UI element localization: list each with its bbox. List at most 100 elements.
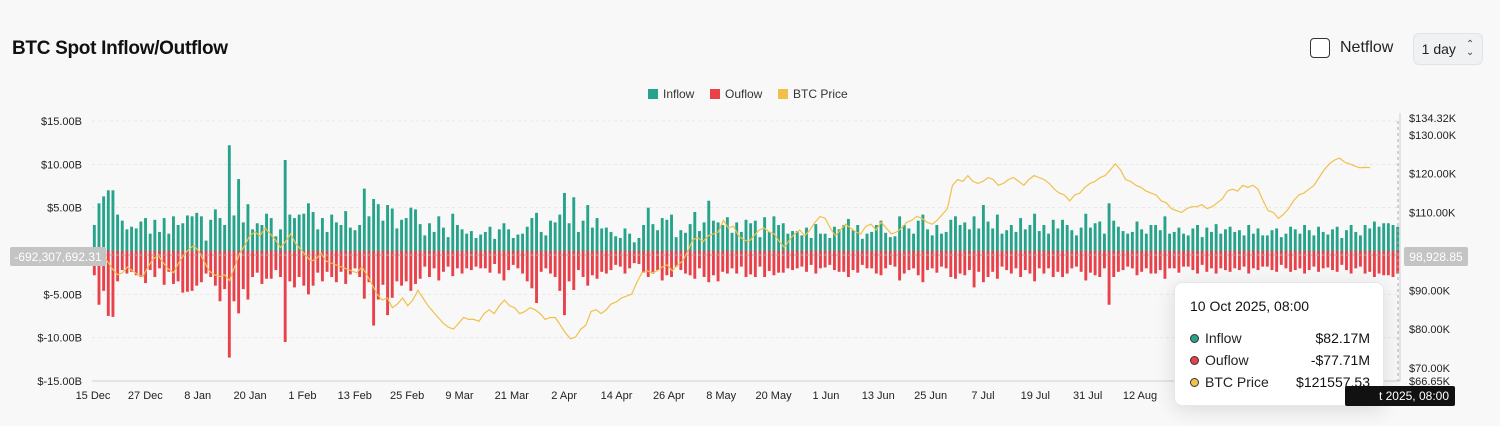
x-tick-label: 8 Jan <box>184 390 211 402</box>
outflow-bar <box>1317 251 1320 272</box>
inflow-bar <box>414 209 417 251</box>
outflow-bar <box>1019 251 1023 277</box>
inflow-bar <box>1354 231 1358 251</box>
outflow-bar <box>148 251 152 271</box>
outflow-bar <box>348 251 352 275</box>
legend-swatch <box>778 89 788 99</box>
outflow-bar <box>539 251 543 272</box>
netflow-toggle[interactable]: Netflow <box>1310 38 1393 58</box>
outflow-bar <box>265 251 268 279</box>
inflow-bar <box>1177 227 1181 251</box>
inflow-bar <box>1303 225 1307 251</box>
outflow-bar <box>1051 251 1055 277</box>
outflow-bar <box>1256 251 1260 271</box>
outflow-bar <box>167 251 171 272</box>
inflow-bar <box>544 235 548 251</box>
inflow-bar <box>460 229 464 251</box>
outflow-bar <box>181 251 185 293</box>
outflow-bar <box>1102 251 1106 269</box>
outflow-bar <box>1000 251 1004 267</box>
netflow-checkbox[interactable] <box>1310 38 1330 58</box>
inflow-bar <box>1382 223 1386 251</box>
outflow-bar <box>921 251 925 283</box>
inflow-bar <box>837 229 841 251</box>
inflow-bar <box>441 227 445 251</box>
outflow-bar <box>199 251 203 283</box>
outflow-bar <box>1242 251 1246 267</box>
inflow-bar <box>227 145 231 251</box>
inflow-bar <box>670 214 673 251</box>
inflow-bar <box>474 238 478 251</box>
outflow-bar <box>600 251 604 272</box>
inflow-bar <box>311 212 315 251</box>
inflow-bar <box>437 216 441 251</box>
outflow-bar <box>162 251 166 285</box>
outflow-bar <box>465 251 469 269</box>
outflow-bar <box>1075 251 1078 267</box>
outflow-bar <box>795 251 799 269</box>
inflow-bar <box>972 216 976 251</box>
inflow-bar <box>977 228 981 251</box>
inflow-bar <box>158 231 161 251</box>
outflow-bar <box>767 251 771 271</box>
inflow-bar <box>1168 233 1172 251</box>
inflow-bar <box>665 219 669 251</box>
inflow-bar <box>297 214 301 251</box>
outflow-bar <box>637 251 641 264</box>
outflow-bar <box>469 251 473 271</box>
inflow-bar <box>805 227 808 251</box>
inflow-bar <box>1084 213 1088 251</box>
legend-label: Inflow <box>663 87 695 101</box>
inflow-bar <box>106 190 110 251</box>
inflow-bar <box>325 231 329 251</box>
inflow-bar <box>1191 228 1195 251</box>
inflow-bar <box>949 219 953 251</box>
price-dot-icon <box>1190 377 1199 387</box>
inflow-bar <box>851 230 855 251</box>
inflow-bar <box>185 215 189 251</box>
outflow-bar <box>618 251 622 267</box>
outflow-bar <box>856 251 860 273</box>
inflow-bar <box>660 218 664 251</box>
outflow-bar <box>1023 251 1027 271</box>
outflow-bar <box>511 251 515 265</box>
inflow-bar <box>455 225 459 251</box>
outflow-bar <box>1112 251 1116 277</box>
period-select[interactable]: 1 day ⌃ ⌄ <box>1413 33 1483 65</box>
inflow-bar <box>646 207 650 251</box>
outflow-bar <box>390 251 394 298</box>
inflow-bar <box>241 222 245 251</box>
x-tick-label: 21 Mar <box>495 390 530 402</box>
outflow-bar <box>1261 251 1265 267</box>
inflow-bar <box>488 226 492 251</box>
outflow-bar <box>981 251 985 283</box>
outflow-bar <box>1135 251 1139 276</box>
outflow-bar <box>735 251 739 274</box>
inflow-bar <box>493 238 497 251</box>
inflow-bar <box>744 219 748 251</box>
inflow-bar <box>1033 213 1037 251</box>
inflow-bar <box>1293 229 1297 251</box>
inflow-bar <box>1121 231 1125 251</box>
outflow-bar <box>330 251 334 277</box>
inflow-bar <box>1126 233 1130 251</box>
inflow-bar <box>846 218 850 251</box>
outflow-bar <box>1033 251 1037 282</box>
outflow-bar <box>930 251 934 269</box>
outflow-bar <box>670 251 673 277</box>
outflow-bar <box>888 251 892 265</box>
outflow-bar <box>144 251 147 284</box>
outflow-bar <box>628 251 632 269</box>
inflow-bar <box>507 229 511 251</box>
outflow-bar <box>400 251 403 286</box>
outflow-bar <box>837 251 841 272</box>
inflow-bar <box>251 229 255 251</box>
inflow-bar <box>511 238 515 251</box>
outflow-bar <box>195 251 199 286</box>
outflow-bar <box>916 251 920 276</box>
outflow-bar <box>1084 251 1088 281</box>
outflow-bar <box>814 251 818 274</box>
inflow-bar <box>1363 225 1367 251</box>
inflow-bar <box>926 229 929 251</box>
